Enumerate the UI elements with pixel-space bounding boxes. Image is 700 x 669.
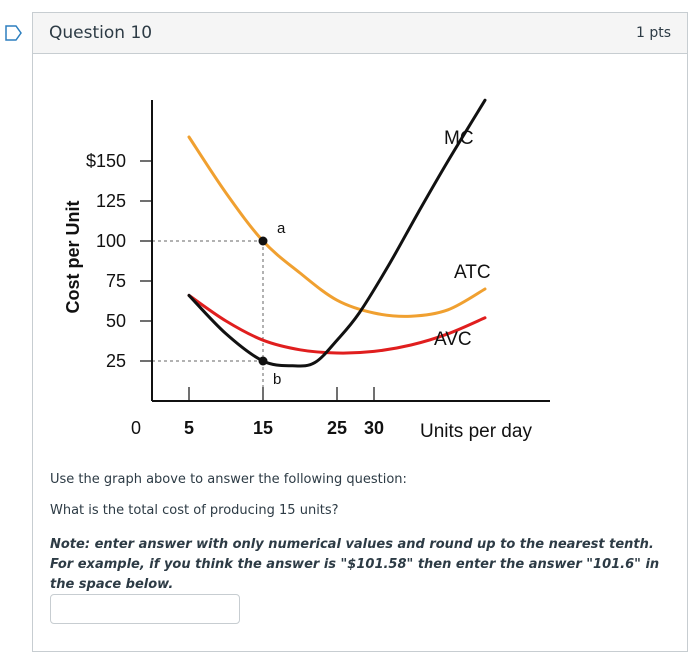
point-b: [258, 356, 268, 366]
question-instruction: Use the graph above to answer the follow…: [50, 472, 407, 487]
atc-curve: [187, 135, 487, 318]
avc-label: AVC: [434, 329, 472, 350]
y-tick-label: 25: [106, 351, 126, 371]
x-tick-label: 0: [131, 418, 141, 438]
y-tick-label: 100: [96, 231, 126, 251]
y-tick-label: 75: [106, 271, 126, 291]
question-title: Question 10: [49, 23, 153, 43]
mc-label: MC: [444, 128, 474, 149]
question-header: Question 10 1 pts: [33, 13, 687, 54]
question-points: 1 pts: [635, 25, 671, 41]
y-tick-label: 125: [96, 191, 126, 211]
question-prompt: What is the total cost of producing 15 u…: [50, 503, 339, 518]
x-tick-label: 30: [364, 418, 384, 438]
y-tick-label: 50: [106, 311, 126, 331]
x-tick-label: 25: [327, 418, 347, 438]
point-a: [258, 236, 268, 246]
y-tick-label: $150: [86, 151, 126, 171]
point-label-b: b: [273, 371, 281, 388]
mc-curve: [187, 98, 487, 368]
flag-icon[interactable]: [4, 24, 24, 42]
y-axis-label: Cost per Unit: [63, 200, 83, 313]
question-card: Question 10 1 pts: [32, 12, 688, 652]
avc-curve: [187, 293, 487, 355]
cost-curves-chart: $150 125 100 75 50 25 0 5 15 25 30 Cost per Unit Un…: [63, 98, 550, 442]
atc-label: ATC: [454, 262, 491, 283]
answer-input[interactable]: [50, 594, 240, 624]
question-note: Note: enter answer with only numerical v…: [50, 537, 660, 592]
x-axis-label: Units per day: [420, 421, 532, 442]
x-tick-label: 5: [184, 418, 194, 438]
point-label-a: a: [277, 220, 286, 237]
x-tick-label: 15: [253, 418, 273, 438]
